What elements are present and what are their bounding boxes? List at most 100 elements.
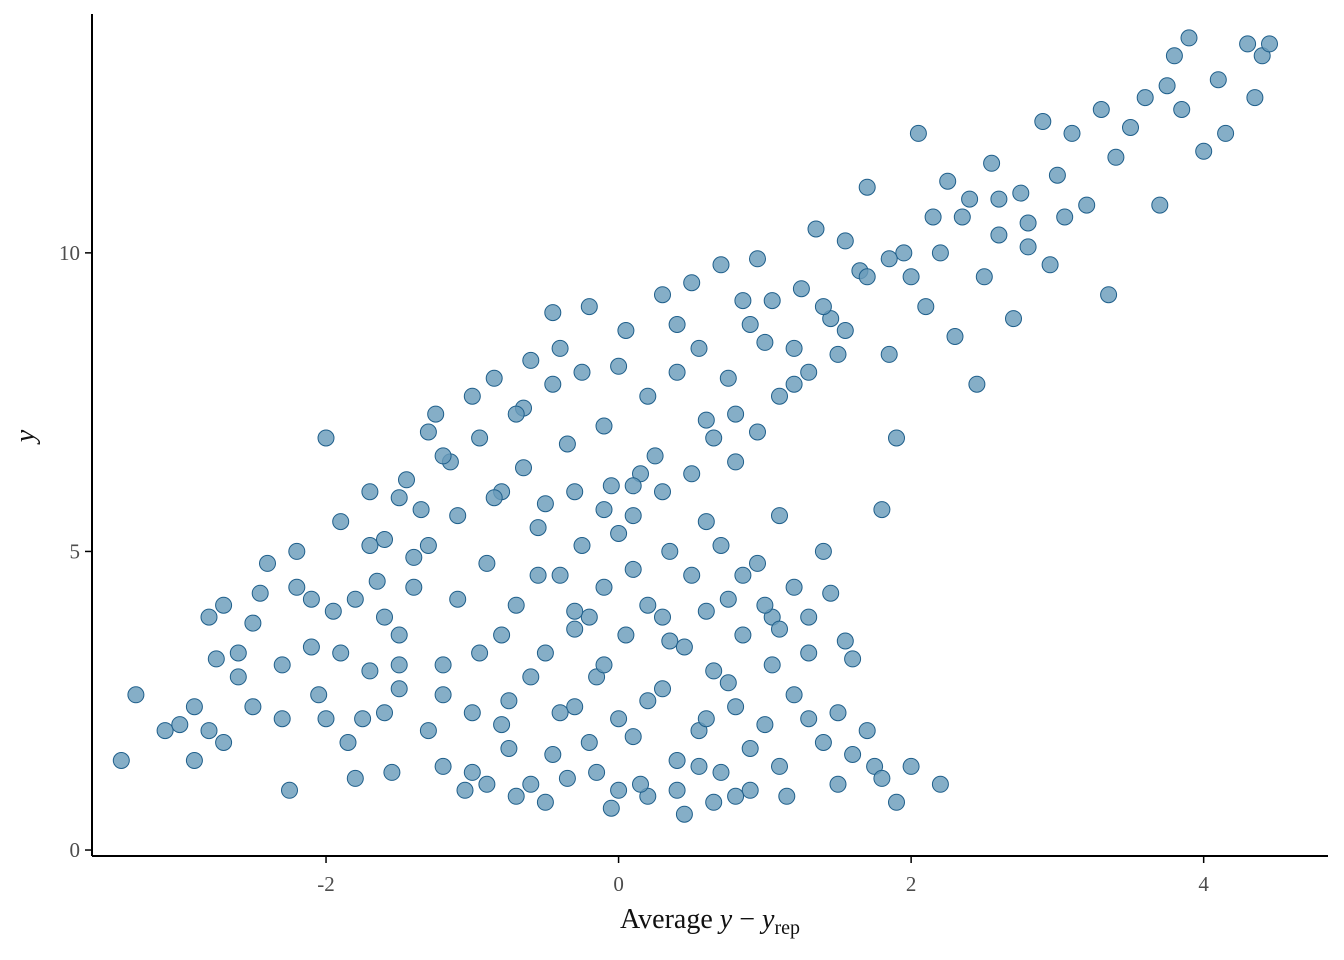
- data-point: [741, 740, 759, 757]
- data-point: [654, 680, 671, 698]
- data-point: [317, 710, 335, 728]
- data-point: [610, 525, 628, 542]
- data-point: [895, 244, 913, 262]
- data-point: [419, 537, 437, 554]
- data-point: [185, 752, 203, 769]
- data-point: [229, 668, 247, 686]
- data-point: [800, 644, 818, 662]
- data-point: [727, 405, 745, 423]
- data-point: [668, 363, 686, 381]
- data-point: [500, 692, 518, 710]
- data-point: [112, 752, 130, 769]
- data-point: [719, 369, 737, 387]
- data-point: [727, 787, 745, 805]
- data-point: [632, 775, 649, 793]
- data-point: [1122, 119, 1139, 136]
- data-point: [478, 775, 496, 793]
- data-point: [551, 704, 569, 722]
- data-point: [771, 620, 788, 638]
- data-point: [185, 698, 203, 716]
- data-point: [588, 763, 606, 781]
- data-point: [727, 698, 745, 716]
- data-point: [683, 274, 701, 292]
- data-point: [675, 805, 693, 823]
- data-point: [288, 578, 306, 596]
- data-point: [610, 781, 628, 799]
- data-point: [749, 250, 766, 268]
- data-point: [697, 513, 715, 531]
- data-point: [968, 375, 986, 393]
- data-point: [858, 722, 876, 740]
- data-point: [215, 734, 233, 751]
- data-point: [690, 339, 708, 357]
- data-point: [580, 298, 598, 316]
- data-point: [361, 537, 379, 554]
- data-point: [558, 435, 576, 453]
- data-point: [544, 304, 562, 322]
- data-point: [983, 154, 1001, 172]
- data-point: [661, 632, 679, 650]
- data-point: [324, 602, 342, 620]
- data-point: [697, 411, 715, 429]
- data-point: [712, 763, 730, 781]
- data-point: [858, 268, 876, 286]
- data-point: [1209, 71, 1227, 89]
- data-point: [573, 537, 591, 554]
- data-point: [580, 734, 598, 751]
- data-point: [1048, 166, 1066, 184]
- data-point: [339, 734, 357, 751]
- data-point: [785, 686, 803, 704]
- data-point: [1261, 35, 1278, 53]
- data-point: [449, 590, 467, 608]
- data-point: [368, 572, 386, 590]
- data-point: [829, 775, 847, 793]
- x-tick-label: -2: [317, 872, 335, 896]
- data-point: [917, 298, 935, 316]
- data-point: [390, 489, 408, 507]
- x-axis-title: Average y − yrep: [620, 904, 800, 939]
- data-point: [427, 405, 445, 423]
- data-point: [361, 662, 379, 680]
- data-point: [961, 190, 979, 208]
- data-point: [990, 226, 1008, 244]
- data-point: [1012, 184, 1030, 202]
- data-point: [814, 298, 832, 316]
- data-point: [551, 339, 569, 357]
- data-point: [690, 757, 708, 775]
- data-point: [880, 250, 898, 268]
- data-point: [617, 626, 635, 644]
- data-point: [361, 483, 379, 501]
- data-point: [376, 531, 393, 548]
- x-tick-label: 4: [1198, 872, 1209, 896]
- data-point: [383, 763, 401, 781]
- data-point: [800, 363, 818, 381]
- data-point: [829, 345, 847, 363]
- data-point: [617, 322, 635, 339]
- data-point: [734, 292, 752, 310]
- data-point: [434, 686, 452, 704]
- data-point: [610, 357, 628, 375]
- data-point: [529, 519, 547, 537]
- data-point: [1165, 47, 1183, 65]
- data-point: [610, 710, 628, 728]
- data-point: [127, 686, 145, 704]
- data-point: [719, 590, 737, 608]
- data-point: [697, 710, 715, 728]
- data-point: [244, 698, 262, 716]
- data-point: [953, 208, 971, 226]
- data-point: [376, 704, 393, 722]
- data-point: [259, 554, 276, 572]
- data-point: [705, 662, 723, 680]
- data-point: [727, 453, 745, 471]
- data-point: [536, 644, 554, 662]
- data-point: [354, 710, 372, 728]
- data-point: [990, 190, 1008, 208]
- data-point: [946, 328, 964, 345]
- data-point: [654, 483, 671, 501]
- data-point: [654, 286, 671, 304]
- data-point: [551, 566, 569, 584]
- data-point: [712, 256, 730, 274]
- data-point: [829, 704, 847, 722]
- data-point: [873, 769, 891, 787]
